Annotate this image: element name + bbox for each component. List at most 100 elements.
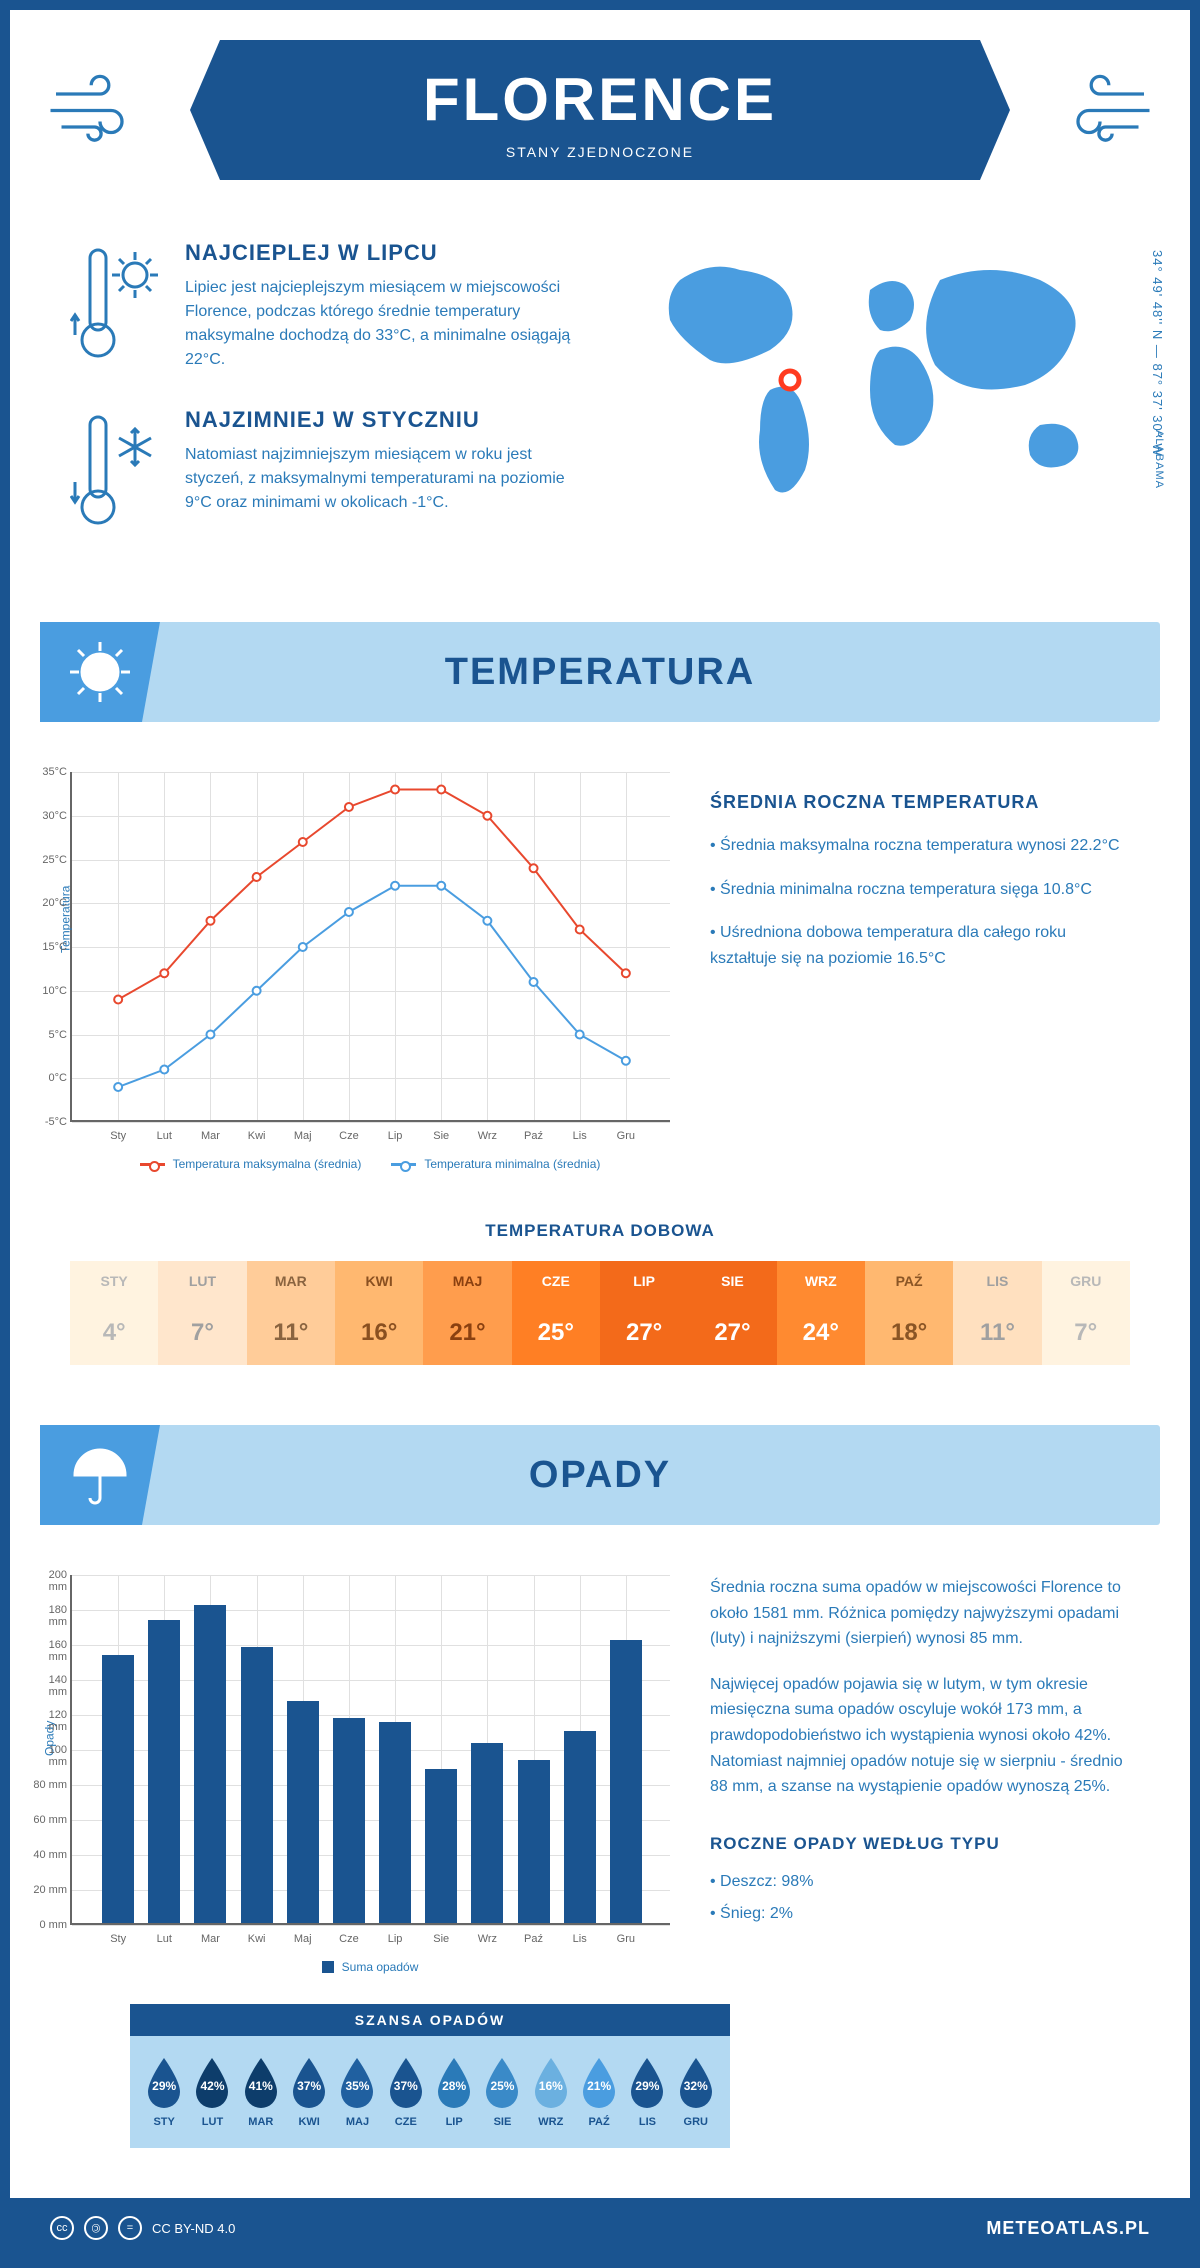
daily-value: 7° xyxy=(158,1301,246,1365)
temp-stat: • Średnia minimalna roczna temperatura s… xyxy=(710,877,1130,903)
precip-bar xyxy=(102,1655,134,1923)
precip-bar xyxy=(471,1743,503,1923)
precip-paragraph: Średnia roczna suma opadów w miejscowośc… xyxy=(710,1575,1130,1652)
precip-bar xyxy=(287,1701,319,1923)
coldest-title: NAJZIMNIEJ W STYCZNIU xyxy=(185,407,590,433)
license-text: CC BY-ND 4.0 xyxy=(152,2221,235,2236)
daily-value: 7° xyxy=(1042,1301,1130,1365)
precip-bar xyxy=(241,1647,273,1924)
precip-bar xyxy=(518,1760,550,1923)
chance-cell: 29%LIS xyxy=(623,2056,671,2128)
coordinates: 34° 49' 48'' N — 87° 37' 30'' W xyxy=(1150,250,1165,457)
daily-value: 25° xyxy=(512,1301,600,1365)
daily-month: STY xyxy=(70,1261,158,1301)
precip-text: Średnia roczna suma opadów w miejscowośc… xyxy=(710,1575,1130,2178)
daily-value: 18° xyxy=(865,1301,953,1365)
daily-value: 4° xyxy=(70,1301,158,1365)
thermometer-hot-icon xyxy=(70,240,160,360)
precip-type: • Deszcz: 98% xyxy=(710,1869,1130,1895)
precip-bar xyxy=(564,1731,596,1924)
chance-cell: 42%LUT xyxy=(188,2056,236,2128)
warmest-text: Lipiec jest najcieplejszym miesiącem w m… xyxy=(185,276,590,372)
precip-legend-label: Suma opadów xyxy=(342,1960,419,1974)
legend-min: Temperatura minimalna (średnia) xyxy=(424,1157,600,1171)
header: FLORENCE STANY ZJEDNOCZONE xyxy=(10,10,1190,200)
precip-bar xyxy=(610,1640,642,1924)
daily-value: 24° xyxy=(777,1301,865,1365)
temp-stats-title: ŚREDNIA ROCZNA TEMPERATURA xyxy=(710,792,1130,813)
precip-legend: Suma opadów xyxy=(70,1960,670,1974)
precip-bar xyxy=(148,1620,180,1923)
precip-bar xyxy=(425,1769,457,1923)
cc-icon: cc xyxy=(50,2216,74,2240)
nd-icon: = xyxy=(118,2216,142,2240)
world-map-svg xyxy=(630,240,1130,520)
precip-title: OPADY xyxy=(529,1454,671,1497)
chance-cell: 35%MAJ xyxy=(333,2056,381,2128)
precip-section-header: OPADY xyxy=(40,1425,1160,1525)
daily-value: 27° xyxy=(600,1301,688,1365)
daily-value: 11° xyxy=(953,1301,1041,1365)
daily-temp-months: STYLUTMARKWIMAJCZELIPSIEWRZPAŹLISGRU xyxy=(70,1261,1130,1301)
temperature-title: TEMPERATURA xyxy=(445,651,756,694)
daily-month: LIP xyxy=(600,1261,688,1301)
precip-chance-box: SZANSA OPADÓW 29%STY42%LUT41%MAR37%KWI35… xyxy=(130,2004,730,2148)
daily-temp-title: TEMPERATURA DOBOWA xyxy=(10,1221,1190,1241)
temperature-chart: Temperatura -5°C0°C5°C10°C15°C20°C25°C30… xyxy=(70,772,670,1171)
temp-stat: • Średnia maksymalna roczna temperatura … xyxy=(710,833,1130,859)
daily-month: CZE xyxy=(512,1261,600,1301)
daily-month: KWI xyxy=(335,1261,423,1301)
footer: cc 🄯 = CC BY-ND 4.0 METEOATLAS.PL xyxy=(10,2198,1190,2258)
precip-paragraph: Najwięcej opadów pojawia się w lutym, w … xyxy=(710,1672,1130,1800)
daily-month: MAJ xyxy=(423,1261,511,1301)
chance-cell: 29%STY xyxy=(140,2056,188,2128)
precip-type: • Śnieg: 2% xyxy=(710,1901,1130,1927)
chance-cell: 16%WRZ xyxy=(527,2056,575,2128)
temp-legend: Temperatura maksymalna (średnia) Tempera… xyxy=(70,1157,670,1171)
daily-value: 16° xyxy=(335,1301,423,1365)
daily-value: 27° xyxy=(688,1301,776,1365)
chance-cell: 25%SIE xyxy=(478,2056,526,2128)
precip-bar xyxy=(379,1722,411,1923)
precip-bar xyxy=(194,1605,226,1924)
world-map: 34° 49' 48'' N — 87° 37' 30'' W ALABAMA xyxy=(630,240,1130,562)
coldest-block: NAJZIMNIEJ W STYCZNIU Natomiast najzimni… xyxy=(70,407,590,527)
state-label: ALABAMA xyxy=(1153,430,1165,489)
sun-icon xyxy=(40,622,160,722)
precip-chart: Opady 0 mm20 mm40 mm60 mm80 mm100 mm120 … xyxy=(70,1575,670,2178)
thermometer-cold-icon xyxy=(70,407,160,527)
daily-month: LUT xyxy=(158,1261,246,1301)
chance-cell: 21%PAŹ xyxy=(575,2056,623,2128)
temp-stat: • Uśredniona dobowa temperatura dla całe… xyxy=(710,920,1130,971)
wind-icon-right xyxy=(1045,50,1155,174)
daily-month: PAŹ xyxy=(865,1261,953,1301)
daily-month: MAR xyxy=(247,1261,335,1301)
country-subtitle: STANY ZJEDNOCZONE xyxy=(220,144,980,160)
daily-value: 21° xyxy=(423,1301,511,1365)
umbrella-icon xyxy=(40,1425,160,1525)
chance-cell: 37%KWI xyxy=(285,2056,333,2128)
daily-temp-values: 4°7°11°16°21°25°27°27°24°18°11°7° xyxy=(70,1301,1130,1365)
by-icon: 🄯 xyxy=(84,2216,108,2240)
chance-cell: 41%MAR xyxy=(237,2056,285,2128)
site-name: METEOATLAS.PL xyxy=(986,2218,1150,2239)
daily-month: SIE xyxy=(688,1261,776,1301)
city-title: FLORENCE xyxy=(220,65,980,134)
daily-month: GRU xyxy=(1042,1261,1130,1301)
daily-month: WRZ xyxy=(777,1261,865,1301)
precip-type-title: ROCZNE OPADY WEDŁUG TYPU xyxy=(710,1830,1130,1857)
warmest-block: NAJCIEPLEJ W LIPCU Lipiec jest najcieple… xyxy=(70,240,590,372)
intro-section: NAJCIEPLEJ W LIPCU Lipiec jest najcieple… xyxy=(10,200,1190,602)
legend-max: Temperatura maksymalna (średnia) xyxy=(173,1157,362,1171)
temp-stats: ŚREDNIA ROCZNA TEMPERATURA • Średnia mak… xyxy=(710,772,1130,1171)
chance-cell: 28%LIP xyxy=(430,2056,478,2128)
chance-title: SZANSA OPADÓW xyxy=(130,2004,730,2036)
coldest-text: Natomiast najzimniejszym miesiącem w rok… xyxy=(185,443,590,515)
title-banner: FLORENCE STANY ZJEDNOCZONE xyxy=(220,40,980,180)
warmest-title: NAJCIEPLEJ W LIPCU xyxy=(185,240,590,266)
daily-month: LIS xyxy=(953,1261,1041,1301)
temperature-section-header: TEMPERATURA xyxy=(40,622,1160,722)
daily-value: 11° xyxy=(247,1301,335,1365)
chance-cell: 37%CZE xyxy=(382,2056,430,2128)
precip-bar xyxy=(333,1718,365,1923)
